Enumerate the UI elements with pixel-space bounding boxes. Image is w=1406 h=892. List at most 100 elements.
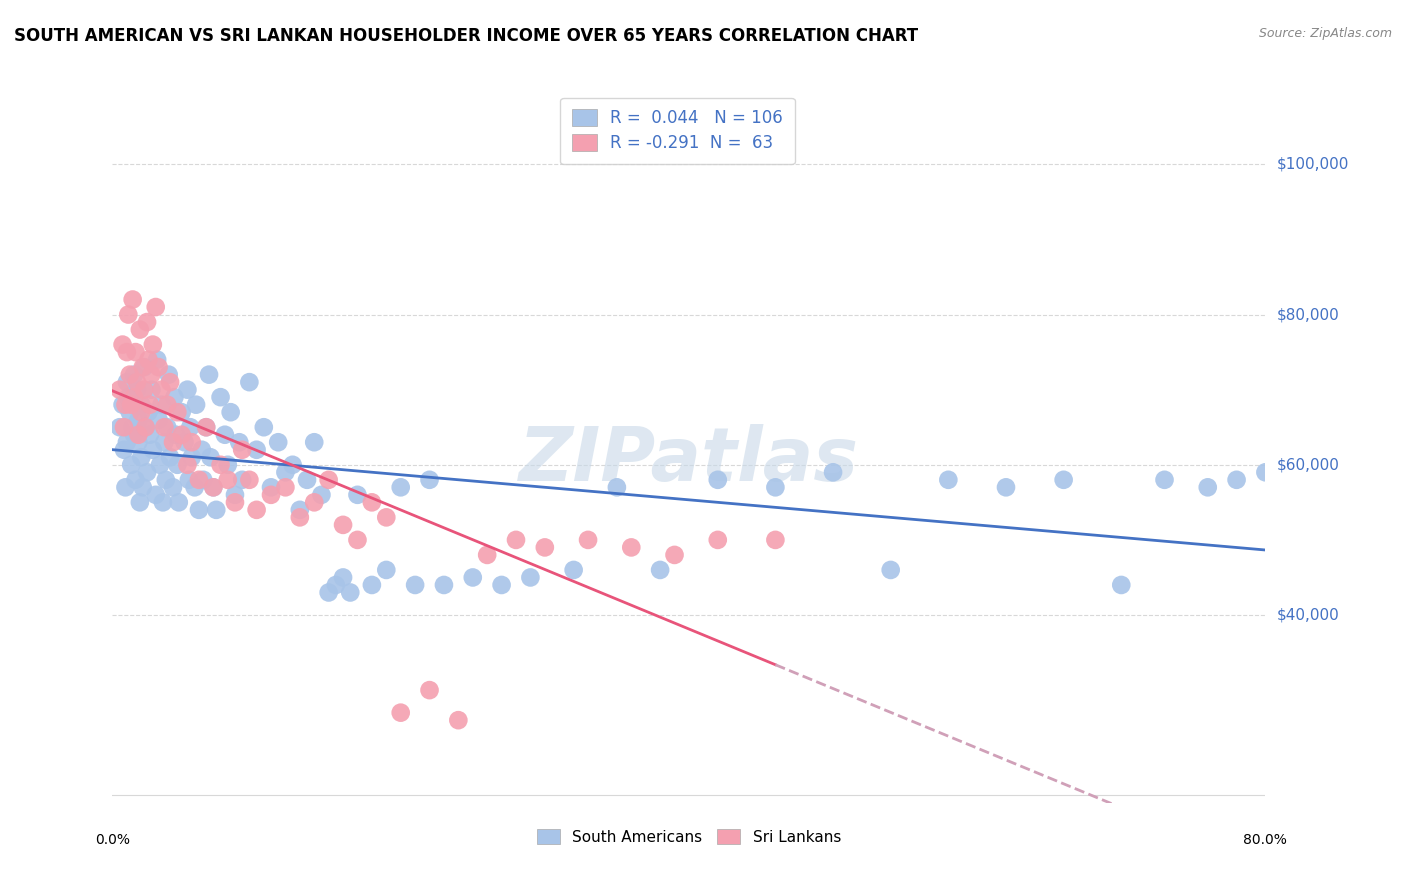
Point: [765, 533, 787, 547]
Point: [246, 503, 269, 517]
Point: [177, 473, 200, 487]
Text: $80,000: $80,000: [1277, 307, 1340, 322]
Point: [228, 435, 250, 450]
Point: [475, 548, 499, 562]
Point: [176, 458, 198, 472]
Point: [156, 398, 179, 412]
Point: [202, 480, 225, 494]
Point: [179, 420, 201, 434]
Point: [157, 368, 180, 382]
Point: [260, 480, 283, 494]
Point: [389, 706, 412, 720]
Point: [122, 390, 145, 404]
Point: [198, 368, 221, 382]
Point: [139, 398, 162, 412]
Point: [124, 345, 146, 359]
Point: [170, 405, 193, 419]
Point: [180, 450, 202, 465]
Point: [332, 570, 354, 584]
Point: [162, 480, 184, 494]
Point: [159, 375, 181, 389]
Point: [120, 398, 142, 412]
Legend: South Americans, Sri Lankans: South Americans, Sri Lankans: [529, 821, 849, 852]
Point: [180, 435, 202, 450]
Text: SOUTH AMERICAN VS SRI LANKAN HOUSEHOLDER INCOME OVER 65 YEARS CORRELATION CHART: SOUTH AMERICAN VS SRI LANKAN HOUSEHOLDER…: [14, 27, 918, 45]
Point: [311, 488, 333, 502]
Text: 80.0%: 80.0%: [1243, 833, 1288, 847]
Point: [534, 541, 557, 555]
Point: [1053, 473, 1076, 487]
Point: [195, 420, 218, 434]
Point: [184, 398, 207, 412]
Text: Source: ZipAtlas.com: Source: ZipAtlas.com: [1258, 27, 1392, 40]
Point: [339, 585, 361, 599]
Point: [231, 473, 253, 487]
Point: [166, 405, 188, 419]
Point: [205, 503, 228, 517]
Point: [200, 450, 222, 465]
Point: [461, 570, 484, 584]
Point: [288, 503, 311, 517]
Point: [165, 427, 187, 442]
Point: [166, 458, 188, 472]
Point: [360, 495, 382, 509]
Point: [135, 420, 157, 434]
Point: [132, 360, 155, 375]
Point: [936, 473, 959, 487]
Point: [145, 300, 167, 314]
Point: [132, 480, 155, 494]
Point: [134, 383, 156, 397]
Point: [304, 435, 326, 450]
Point: [115, 375, 138, 389]
Point: [135, 420, 157, 434]
Point: [260, 488, 283, 502]
Point: [304, 495, 326, 509]
Point: [141, 368, 163, 382]
Point: [1197, 480, 1219, 494]
Point: [1111, 578, 1133, 592]
Point: [142, 442, 165, 457]
Point: [274, 480, 297, 494]
Point: [128, 495, 150, 509]
Point: [114, 398, 136, 412]
Point: [142, 337, 165, 351]
Point: [576, 533, 599, 547]
Text: $60,000: $60,000: [1277, 458, 1340, 472]
Point: [224, 495, 246, 509]
Point: [167, 495, 190, 509]
Point: [274, 465, 297, 479]
Point: [288, 510, 311, 524]
Text: 0.0%: 0.0%: [96, 833, 129, 847]
Point: [162, 435, 184, 450]
Point: [153, 435, 176, 450]
Point: [1226, 473, 1249, 487]
Point: [136, 315, 159, 329]
Point: [112, 442, 135, 457]
Point: [128, 322, 150, 336]
Point: [995, 480, 1018, 494]
Point: [121, 293, 143, 307]
Point: [150, 383, 173, 397]
Point: [346, 488, 368, 502]
Point: [111, 398, 134, 412]
Point: [150, 398, 173, 412]
Point: [765, 480, 787, 494]
Point: [115, 435, 138, 450]
Text: $100,000: $100,000: [1277, 157, 1350, 172]
Point: [129, 398, 153, 412]
Point: [295, 473, 318, 487]
Point: [129, 450, 153, 465]
Point: [375, 563, 398, 577]
Point: [120, 458, 142, 472]
Point: [195, 420, 218, 434]
Point: [145, 488, 167, 502]
Point: [121, 420, 143, 434]
Point: [146, 352, 169, 367]
Point: [159, 450, 181, 465]
Point: [360, 578, 382, 592]
Point: [209, 390, 232, 404]
Point: [202, 480, 225, 494]
Point: [238, 473, 260, 487]
Point: [253, 420, 276, 434]
Point: [125, 383, 148, 397]
